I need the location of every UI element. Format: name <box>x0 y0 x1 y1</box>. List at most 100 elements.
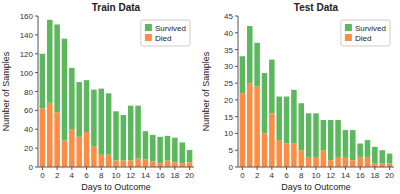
bar <box>357 144 363 157</box>
x-tick-label: 2 <box>55 171 60 180</box>
x-tick-label: 4 <box>270 171 275 180</box>
y-tick-label: 60 <box>24 106 33 115</box>
y-tick <box>35 53 38 54</box>
bar <box>387 154 393 164</box>
legend-swatch <box>145 34 152 41</box>
bar <box>306 113 312 157</box>
bar <box>179 163 185 167</box>
bar <box>165 160 171 167</box>
x-tick <box>360 167 361 170</box>
bar <box>335 157 341 167</box>
x-tick-label: 16 <box>356 171 365 180</box>
y-tick-label: 0 <box>229 163 234 172</box>
bar <box>291 144 297 167</box>
bar <box>106 155 112 167</box>
y-tick-label: 80 <box>24 88 33 97</box>
bar <box>47 20 53 103</box>
y-axis-label: Number of Samples <box>201 51 211 131</box>
bar <box>187 162 193 167</box>
x-tick <box>71 167 72 170</box>
legend-label: Died <box>155 34 171 43</box>
x-tick-label: 18 <box>370 171 379 180</box>
y-tick <box>35 16 38 17</box>
y-tick <box>235 167 238 168</box>
x-tick-label: 18 <box>170 171 179 180</box>
panel: Test Data0510152025303540450246810121416… <box>201 2 395 192</box>
bar <box>121 160 127 167</box>
panel: Train Data020406080100120140160024681012… <box>1 2 195 192</box>
x-tick-label: 10 <box>312 171 321 180</box>
bar <box>54 24 60 112</box>
bar <box>299 103 305 150</box>
bar <box>269 60 275 114</box>
legend-box <box>141 20 190 46</box>
x-tick-label: 14 <box>141 171 150 180</box>
y-tick-label: 45 <box>224 12 233 21</box>
bar <box>91 90 97 147</box>
y-tick <box>235 66 238 67</box>
bar <box>121 115 127 160</box>
x-tick <box>42 167 43 170</box>
bar <box>47 103 53 167</box>
bar <box>179 142 185 163</box>
bar <box>157 163 163 167</box>
y-tick-label: 40 <box>224 29 233 38</box>
bar <box>106 93 112 154</box>
legend-label: Died <box>355 34 371 43</box>
y-tick-label: 120 <box>20 50 34 59</box>
bar <box>69 68 75 129</box>
x-tick-label: 6 <box>84 171 89 180</box>
bar <box>313 157 319 167</box>
x-tick-label: 0 <box>40 171 45 180</box>
bar <box>76 82 82 137</box>
title: Train Data <box>92 2 141 13</box>
y-tick-label: 160 <box>20 12 34 21</box>
bar <box>350 130 356 160</box>
bar <box>135 159 141 167</box>
bar <box>113 111 119 160</box>
figure: Train Data020406080100120140160024681012… <box>0 0 400 194</box>
y-tick-label: 10 <box>224 129 233 138</box>
bar <box>240 56 246 93</box>
y-tick <box>35 167 38 168</box>
x-tick <box>271 167 272 170</box>
bar <box>335 120 341 157</box>
bar <box>321 120 327 150</box>
x-tick-label: 0 <box>240 171 245 180</box>
y-tick-label: 20 <box>24 144 33 153</box>
x-tick-label: 8 <box>99 171 104 180</box>
legend: SurvivedDied <box>341 20 390 46</box>
bar <box>187 150 193 162</box>
y-tick <box>35 34 38 35</box>
x-tick <box>330 167 331 170</box>
bar <box>365 140 371 157</box>
bar <box>379 164 385 167</box>
bar <box>172 138 178 163</box>
legend-swatch <box>345 34 352 41</box>
y-tick <box>35 91 38 92</box>
bar <box>328 160 334 167</box>
bar <box>62 141 68 167</box>
y-tick-label: 140 <box>20 31 34 40</box>
bar <box>165 136 171 161</box>
bars <box>40 20 193 167</box>
bar <box>54 112 60 167</box>
y-tick <box>235 83 238 84</box>
bar <box>240 93 246 167</box>
bar <box>135 106 141 159</box>
bar <box>262 73 268 133</box>
bar <box>172 162 178 167</box>
bar <box>299 150 305 167</box>
bar <box>357 157 363 167</box>
bar <box>379 150 385 163</box>
x-tick <box>189 167 190 170</box>
x-tick <box>389 167 390 170</box>
x-tick <box>301 167 302 170</box>
y-tick <box>235 133 238 134</box>
legend-label: Survived <box>155 24 186 33</box>
bar <box>62 39 68 141</box>
bar <box>76 137 82 167</box>
x-tick-label: 2 <box>255 171 260 180</box>
bar <box>387 164 393 167</box>
bar <box>247 83 253 167</box>
